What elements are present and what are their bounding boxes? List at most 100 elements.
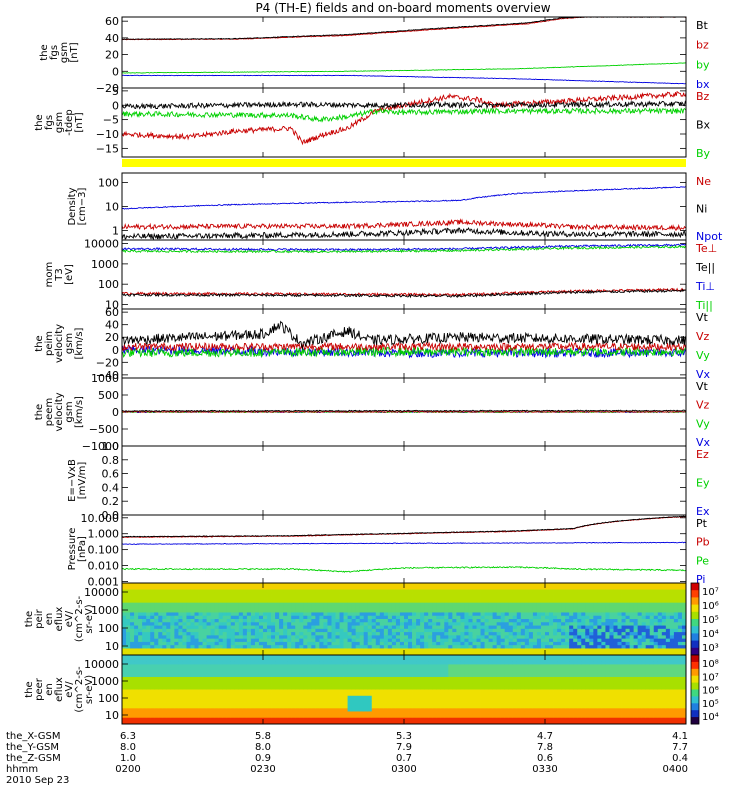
y-axis-label: the [24,681,35,697]
y-tick-label: −1000 [82,440,119,453]
y-axis-label: the [24,611,35,627]
y-axis-label: fgs [44,115,55,130]
legend-entry: Ti|| [695,299,713,312]
y-axis-label: the [34,335,45,351]
y-tick-label: 1.0 [102,440,120,453]
y-tick-label: 0 [112,99,119,112]
x-axis-value: 0.7 [396,753,412,764]
series-line-temperature-0 [121,243,687,252]
x-axis-row-label: the_X-GSM [6,731,60,742]
legend-entry: Bt [696,19,709,32]
x-axis-value: 0330 [532,764,557,775]
y-axis-label: [km/s] [74,327,85,359]
x-axis-value: 7.7 [672,742,688,753]
y-axis-label: T3 [54,268,65,281]
figure-title: P4 (TH-E) fields and on-board moments ov… [255,1,550,15]
y-axis-label: E=−VxB [67,459,78,502]
x-axis-value: 4.7 [537,731,553,742]
x-axis-value: 0300 [391,764,416,775]
y-axis-label: gsm [64,333,75,354]
colorbar-tick-label: 10⁴ [702,629,719,640]
y-axis-label: gsm [64,401,75,422]
legend-entry: Pi [696,573,705,586]
y-tick-label: 0 [112,65,119,78]
x-axis-value: 0400 [663,764,688,775]
y-axis-label: (cm^2-s- [74,666,85,713]
colorbar-tick-label: 10⁶ [702,686,719,697]
y-axis-label: [nT] [69,42,80,62]
y-axis-label: [km/s] [74,396,85,428]
y-tick-label: 1000 [91,258,119,271]
colorbar-peir_en_eflux: 10⁷ 10⁶ 10⁵ 10⁴ 10³ [690,582,719,656]
colorbar-tick-label: 10⁶ [702,601,719,612]
panel-fgs_gsm_detrend: 50 −5−10−15 the fgs gsm -tdep [nT] Bz Bx By [34,85,711,160]
legend-entry: bz [696,39,709,52]
legend-entry: Vt [696,380,709,393]
y-axis-label: the [34,404,45,420]
x-axis-value: 5.8 [255,731,271,742]
y-axis-label: gsm [59,42,70,63]
y-tick-label: −20 [96,82,119,95]
series-line-density-0 [121,186,686,210]
y-tick-label: 10 [105,298,119,311]
x-axis-value: 6.3 [120,731,136,742]
panel-density: 100 10 1 Density [cm−3] Ne Ni Npot [67,172,723,243]
series-line-density-1 [121,218,687,232]
series-line-temperature-3 [121,288,687,299]
legend-entry: Pe [696,554,709,567]
y-tick-label: 0.0 [102,509,120,522]
y-tick-label: 1000 [91,675,119,688]
y-axis-label: peer [34,677,45,701]
series-line-peem_velocity-3 [121,409,687,413]
x-axis-value: 0.6 [537,753,553,764]
legend-entry: Vx [696,368,711,381]
panel-peer_en_eflux: 10⁸ 10⁷ 10⁶ 10⁵ 10⁴ 10000 1000 100 10 the peer en ef… [24,654,719,725]
legend-entry: Vy [696,417,710,430]
colorbar-tick-label: 10³ [702,643,719,654]
y-tick-label: 20 [105,331,119,344]
legend-entry: Ni [696,203,707,216]
legend-entry: Ti⊥ [695,280,715,293]
y-tick-label: 1000 [91,372,119,385]
series-line-temperature-2 [121,287,687,297]
y-axis-label: sr-eV) [84,675,95,704]
series-line-fgs_gsm_detrend-2 [121,106,687,123]
series-line-fgs_gsm_detrend-1 [121,100,687,110]
y-tick-label: 10 [105,640,119,653]
legend-entry: Pb [696,536,710,549]
y-tick-label: 10 [105,709,119,722]
legend-entry: Ey [696,477,710,490]
series-line-fgs_gsm_detrend-0 [121,90,687,146]
colorbar-tick-label: 10⁵ [702,615,719,626]
y-tick-label: 0.001 [88,575,120,588]
legend-entry: Pt [696,517,708,530]
legend-entry: Ne [696,175,711,188]
series-line-fgs_gsm-2 [122,62,687,74]
date-label: 2010 Sep 23 [6,775,69,786]
y-axis-label: (cm^2-s- [74,595,85,642]
legend-entry: bx [696,78,710,91]
y-tick-label: 100 [98,278,119,291]
legend-entry: Bx [696,119,711,132]
y-tick-label: 60 [105,15,119,28]
legend-entry: Ez [696,448,709,461]
y-tick-label: 500 [98,389,119,402]
series-line-temperature-1 [121,244,687,254]
y-axis-label: Pressure [67,528,78,571]
x-axis-row-label: the_Y-GSM [6,742,59,753]
y-axis-label: sr-eV) [84,604,95,633]
x-axis-value: 5.3 [396,731,412,742]
x-axis-value: 1.0 [120,753,136,764]
y-tick-label: 10000 [84,238,119,251]
y-axis-label: peim [44,331,55,356]
y-axis-label: peem [44,398,55,426]
y-tick-label: 40 [105,32,119,45]
x-axis-value: 0230 [250,764,275,775]
y-axis-label: Density [67,187,78,225]
colorbar-tick-label: 10⁸ [702,659,719,670]
panel-fgs_gsm: 60 40 20 0 −20 the fgs gsm [nT] Bt bz by bx [39,15,710,95]
data-availability-bar [122,159,686,167]
colorbar-tick-label: 10⁵ [702,699,719,710]
